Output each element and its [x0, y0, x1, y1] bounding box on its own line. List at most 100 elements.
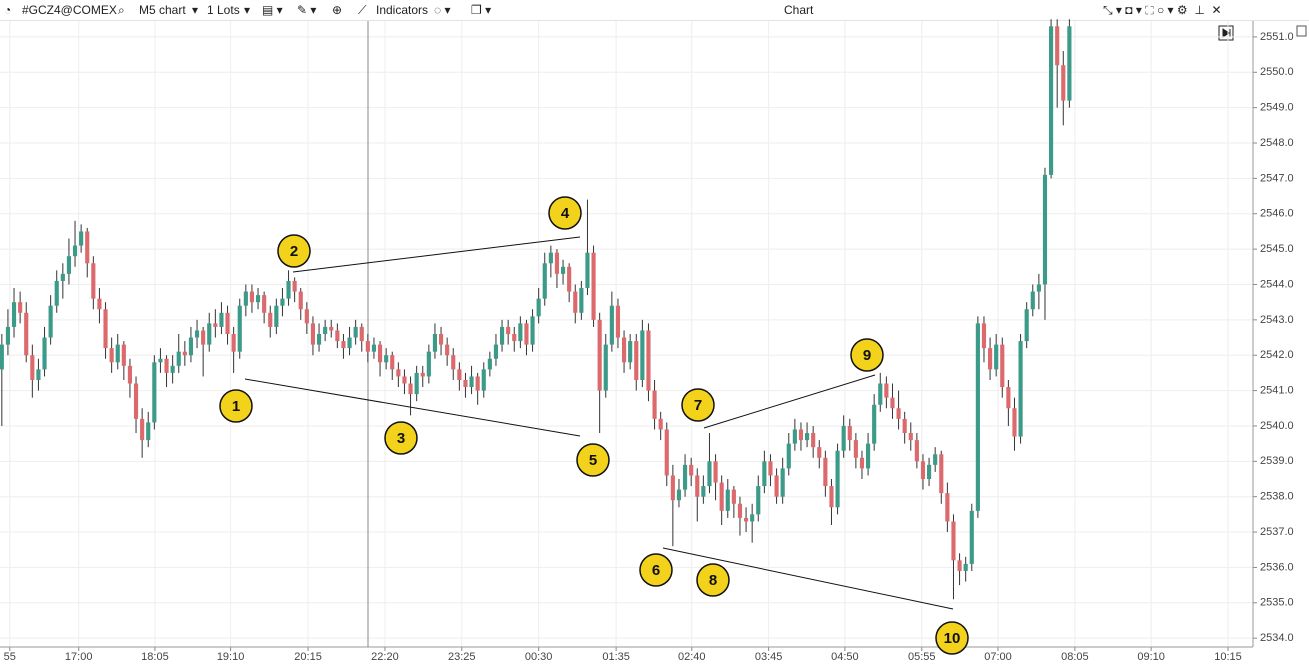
candle-body	[359, 326, 364, 342]
toolbar: ◔ #GCZ4@COMEX ⌕ M5 chart ▾ 1 Lots ▾ ▤ ▾ …	[0, 0, 1309, 21]
candle-body	[713, 461, 718, 483]
timeframe[interactable]: M5 chart	[139, 3, 186, 17]
candle-body	[792, 429, 797, 444]
candle-body	[591, 252, 596, 320]
trend-line	[703, 374, 876, 429]
annotation-label: 2	[290, 243, 298, 260]
candle-body	[237, 305, 242, 352]
candle-body	[408, 383, 413, 395]
candle-body	[914, 440, 919, 462]
draw-icon[interactable]: ✎ ▾	[297, 3, 317, 17]
candle-body	[920, 461, 926, 480]
candle-body	[518, 323, 523, 342]
candle-body	[1012, 408, 1017, 437]
candle-body	[689, 464, 694, 476]
x-tick-label: 00:30	[525, 651, 553, 663]
indicators-icon[interactable]: ⟋	[358, 3, 367, 17]
candle-body	[676, 489, 682, 501]
search-icon[interactable]: ⌕	[118, 3, 125, 17]
candle-body	[786, 443, 791, 469]
candle-body	[945, 493, 950, 522]
candle-body	[335, 330, 340, 342]
candle-body	[127, 365, 133, 384]
candle-body	[658, 418, 663, 430]
candle-body	[927, 464, 932, 480]
candle-body	[133, 383, 139, 419]
zoom-icon[interactable]: ⊕	[332, 3, 343, 17]
candle-body	[103, 309, 108, 349]
toolbar-icons[interactable]: ⤡ ▾ ◘ ▾ ⛶ ○ ▾ ⚙ ⊥ ✕	[1103, 3, 1222, 17]
annotation-marker	[935, 621, 969, 655]
candle-body	[506, 326, 511, 334]
candle-body	[341, 341, 346, 349]
candle-body	[994, 344, 999, 370]
candle-body	[243, 291, 248, 306]
trend-line	[292, 236, 581, 273]
lots[interactable]: 1 Lots	[207, 3, 240, 17]
annotation-marker	[219, 389, 253, 423]
x-tick-label: 01:35	[602, 651, 630, 663]
x-tick-label: 55	[4, 651, 16, 663]
candle-body	[493, 344, 499, 359]
candle-body	[1067, 26, 1072, 101]
candle-body	[872, 404, 877, 444]
candle-body	[902, 418, 907, 434]
dropdown-icon[interactable]: ▾	[244, 3, 251, 17]
candle-body	[30, 355, 35, 380]
indicators[interactable]: Indicators	[376, 3, 429, 17]
candle-body	[951, 521, 956, 561]
y-tick-label: 2542.0	[1260, 349, 1294, 361]
annotation-marker	[277, 234, 311, 268]
candle-body	[176, 351, 181, 366]
candle-body	[847, 425, 852, 441]
candle-body	[756, 486, 761, 515]
candle-body	[310, 323, 316, 345]
candle-body	[530, 316, 535, 345]
trend-line	[662, 547, 954, 610]
candle-body	[731, 489, 736, 504]
candle-body	[109, 348, 114, 363]
candle-body	[890, 397, 895, 409]
annotation-label: 8	[709, 572, 717, 589]
crosshair-icon[interactable]: ◌ ▾	[434, 3, 451, 17]
candle-body	[390, 355, 395, 370]
candle-body	[11, 302, 17, 327]
candle-body	[353, 326, 358, 338]
candle-body	[329, 326, 334, 331]
candle-body	[695, 475, 700, 497]
candle-body	[85, 231, 90, 264]
window-icon[interactable]: ❐ ▾	[471, 3, 492, 17]
candle-body	[554, 252, 560, 274]
y-tick-label: 2551.0	[1260, 31, 1294, 43]
candle-body	[121, 344, 126, 366]
candle-body	[963, 563, 968, 571]
dropdown-icon[interactable]: ▾	[192, 3, 199, 17]
x-tick-label: 20:15	[294, 651, 322, 663]
candle-body	[829, 486, 834, 508]
candle-body	[804, 433, 810, 441]
candle-body	[152, 362, 157, 423]
x-tick-label: 23:25	[448, 651, 476, 663]
candle-body	[841, 425, 846, 451]
symbol[interactable]: #GCZ4@COMEX	[22, 3, 117, 17]
candle-body	[621, 337, 627, 363]
candle-body	[573, 291, 578, 313]
annotation-label: 7	[694, 397, 702, 414]
candle-body	[1030, 291, 1035, 310]
candle-body	[865, 443, 871, 469]
layout-icon[interactable]: ▤ ▾	[262, 3, 283, 17]
f-box[interactable]	[1296, 25, 1307, 37]
candle-body	[603, 344, 608, 391]
candle-body	[640, 330, 645, 380]
y-tick-label: 2543.0	[1260, 314, 1294, 326]
candle-body	[652, 390, 657, 419]
annotation-marker	[548, 196, 582, 230]
window-title: Chart	[784, 3, 814, 17]
candle-body	[5, 326, 11, 345]
candle-body	[811, 433, 816, 448]
annotation-marker	[384, 421, 418, 455]
y-tick-label: 2535.0	[1260, 597, 1294, 609]
candle-body	[664, 429, 669, 476]
candle-body	[737, 503, 743, 518]
logo: ◔	[4, 3, 12, 17]
